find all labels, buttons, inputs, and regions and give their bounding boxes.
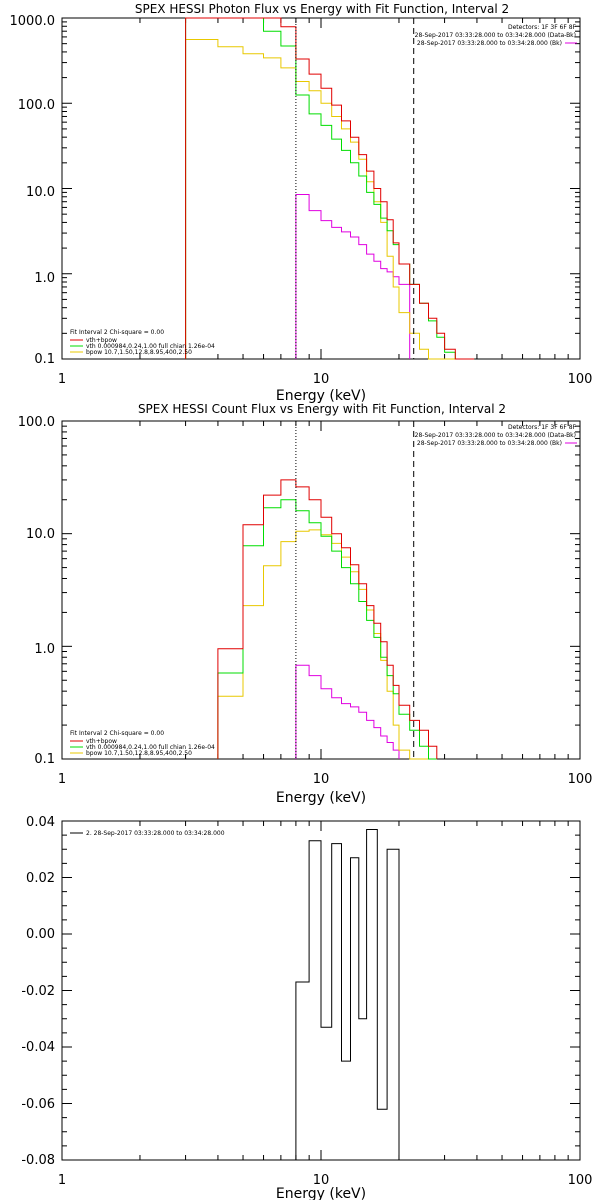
legend-interval: 2. 28-Sep-2017 03:33:28.000 to 03:34:28.… [86, 830, 225, 837]
header-detectors: Detectors: 1F 3F 6F 8F [508, 424, 577, 431]
header-data-interval: 28-Sep-2017 03:33:28.000 to 03:34:28.000… [415, 432, 576, 439]
legend-fit-interval: Fit Interval 2 Chi-square = 0.00 [70, 329, 164, 336]
photon-flux-ytick-label: 10.0 [26, 185, 55, 200]
residuals-xtick-label: 100 [568, 1173, 593, 1188]
legend-total: vth+bpow [86, 738, 117, 745]
series-vth-line [185, 17, 475, 360]
series-bk-line [295, 194, 411, 359]
residuals-xtick-label: 10 [313, 1173, 330, 1188]
photon-flux-ytick-label: 1000.0 [10, 14, 56, 29]
residuals-ytick-label: -0.04 [21, 1040, 55, 1055]
series-bpow-line [185, 39, 475, 360]
photon-flux-xtick-label: 1 [58, 372, 66, 387]
count-flux-panel: SPEX HESSI Count Flux vs Energy with Fit… [18, 402, 593, 806]
legend-fit-interval: Fit Interval 2 Chi-square = 0.00 [70, 730, 164, 737]
series-vth-bpow-line [217, 479, 438, 759]
photon-flux-ytick-label: 0.1 [34, 352, 55, 367]
legend-vth: vth 0.000984,0.24,1.00 full chian 1.26e-… [86, 343, 215, 350]
legend-vth: vth 0.000984,0.24,1.00 full chian 1.26e-… [86, 744, 215, 751]
residuals-ticks [61, 820, 580, 1161]
count-flux-xtick-label: 1 [58, 772, 66, 787]
count-flux-plot-frame [61, 420, 581, 760]
header-data-interval: 28-Sep-2017 03:33:28.000 to 03:34:28.000… [415, 32, 576, 39]
photon-flux-plot-frame [61, 17, 581, 360]
residuals-ytick-label: -0.08 [21, 1153, 55, 1168]
legend-bpow: bpow 10.7,1.50,12.8,8.95,400,2.50 [86, 349, 192, 356]
legend-total: vth+bpow [86, 337, 117, 344]
photon-flux-panel: SPEX HESSI Photon Flux vs Energy with Fi… [10, 2, 593, 404]
photon-flux-ticks [61, 18, 580, 360]
count-flux-ytick-label: 1.0 [34, 642, 55, 657]
residuals-ytick-label: 0.04 [26, 815, 55, 830]
photon-flux-xtick-label: 10 [313, 372, 330, 387]
photon-flux-ytick-label: 1.0 [34, 271, 55, 286]
count-flux-xtick-label: 100 [568, 772, 593, 787]
residuals-panel: -0.08 -0.06 -0.04 -0.02 0.00 0.02 0.04 1… [21, 815, 592, 1200]
legend-bpow: bpow 10.7,1.50,12.8,8.95,400,2.50 [86, 750, 192, 757]
residuals-ytick-label: 0.02 [26, 871, 55, 886]
count-flux-ytick-label: 100.0 [18, 415, 55, 430]
photon-flux-xaxis-label: Energy (keV) [276, 388, 366, 404]
series-vth-bpow-line [185, 17, 475, 360]
header-bk-interval: 28-Sep-2017 03:33:28.000 to 03:34:28.000… [417, 40, 562, 47]
residuals-ytick-label: 0.00 [26, 927, 55, 942]
count-flux-ytick-label: 10.0 [26, 527, 55, 542]
residuals-ytick-label: -0.02 [21, 984, 55, 999]
residuals-xtick-label: 1 [58, 1173, 66, 1188]
residuals-xaxis-label: Energy (keV) [276, 1186, 366, 1200]
photon-flux-xtick-label: 100 [568, 372, 593, 387]
count-flux-ticks [61, 421, 580, 760]
count-flux-title: SPEX HESSI Count Flux vs Energy with Fit… [138, 402, 506, 416]
count-flux-curves [217, 479, 438, 760]
photon-flux-title: SPEX HESSI Photon Flux vs Energy with Fi… [135, 2, 509, 16]
series-vth-line [217, 499, 437, 760]
photon-flux-curves [185, 17, 475, 360]
count-flux-ytick-label: 0.1 [34, 752, 55, 767]
residuals-bars [295, 829, 400, 1160]
count-flux-xaxis-label: Energy (keV) [276, 790, 366, 806]
series-bk-line [295, 664, 400, 759]
count-flux-xtick-label: 10 [313, 772, 330, 787]
series-bpow-line [217, 529, 437, 760]
residuals-ytick-label: -0.06 [21, 1097, 55, 1112]
photon-flux-ytick-label: 100.0 [18, 98, 55, 113]
residual-histogram [295, 829, 400, 1160]
header-bk-interval: 28-Sep-2017 03:33:28.000 to 03:34:28.000… [417, 440, 562, 447]
header-detectors: Detectors: 1F 3F 6F 8F [508, 24, 577, 31]
